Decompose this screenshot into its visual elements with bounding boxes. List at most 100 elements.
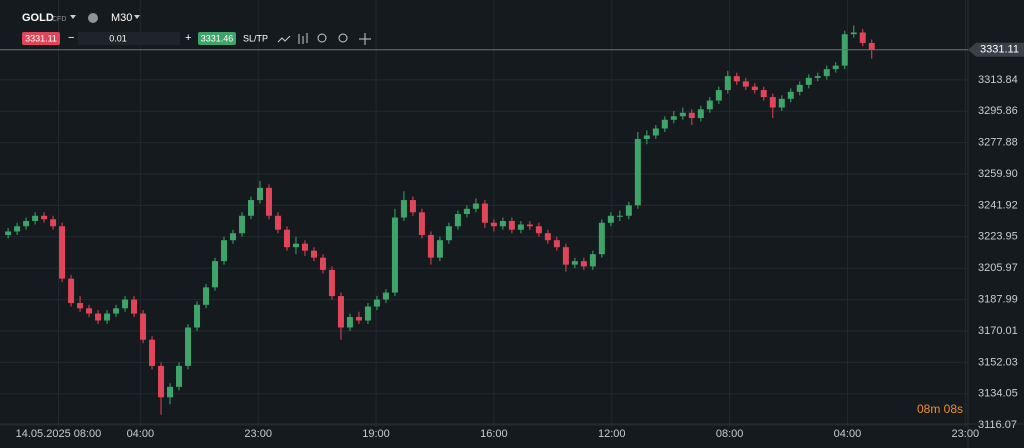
candle-body bbox=[122, 299, 129, 309]
candle-body bbox=[814, 76, 821, 78]
lot-decrease[interactable]: − bbox=[68, 32, 74, 44]
lot-input[interactable] bbox=[78, 32, 180, 45]
candle-body bbox=[859, 32, 866, 43]
candle-body bbox=[337, 296, 344, 328]
candle-body bbox=[292, 243, 299, 248]
x-tick-label: 23:00 bbox=[244, 428, 272, 440]
candle-body bbox=[598, 222, 605, 255]
candle-body bbox=[589, 254, 596, 267]
bid-price: 3331.11 bbox=[25, 33, 57, 43]
candle-body bbox=[212, 261, 219, 288]
candle-body bbox=[14, 226, 21, 232]
candle-body bbox=[490, 222, 497, 227]
y-tick-label: 3241.92 bbox=[978, 199, 1018, 211]
candle-body bbox=[203, 287, 210, 305]
candle-body bbox=[571, 261, 578, 265]
pan-tool[interactable] bbox=[359, 33, 371, 45]
candle-body bbox=[616, 215, 623, 217]
symbol-dropdown[interactable] bbox=[70, 15, 76, 19]
candle-body bbox=[185, 327, 192, 366]
zoom-out[interactable] bbox=[317, 33, 327, 43]
candle-body bbox=[778, 98, 785, 108]
info-icon[interactable] bbox=[88, 13, 98, 23]
candle-body bbox=[86, 308, 93, 314]
candle-body bbox=[508, 221, 515, 230]
lot-value: 0.01 bbox=[109, 33, 127, 43]
candle-body bbox=[823, 69, 830, 77]
line-tool[interactable] bbox=[277, 35, 291, 43]
candle-body bbox=[373, 299, 380, 307]
candle-body bbox=[364, 306, 371, 321]
candle-body bbox=[436, 240, 443, 258]
candle-body bbox=[553, 240, 560, 248]
candle-body bbox=[5, 231, 12, 235]
x-tick-label: 04:00 bbox=[834, 428, 862, 440]
candle-body bbox=[805, 77, 812, 85]
candle-body bbox=[32, 215, 39, 222]
ask-price: 3331.46 bbox=[201, 33, 234, 43]
candle-body bbox=[535, 226, 542, 234]
candle-body bbox=[751, 86, 758, 91]
y-tick-label: 3259.90 bbox=[978, 168, 1018, 180]
candle-body bbox=[625, 205, 632, 216]
candle-body bbox=[643, 135, 650, 139]
candle-body bbox=[140, 313, 147, 340]
candle-body bbox=[481, 203, 488, 223]
sell-button[interactable] bbox=[22, 32, 60, 45]
grid bbox=[0, 0, 968, 427]
candle-body bbox=[319, 257, 326, 270]
zoom-in[interactable] bbox=[338, 33, 348, 43]
sl-tp-button[interactable]: SL/TP bbox=[243, 33, 268, 43]
candle-body bbox=[607, 215, 614, 223]
timeframe[interactable]: M30 bbox=[111, 12, 132, 24]
candle-body bbox=[158, 365, 165, 398]
candle-body bbox=[149, 339, 156, 366]
candle-body bbox=[634, 138, 641, 206]
y-tick-label: 3223.95 bbox=[978, 231, 1018, 243]
candle-body bbox=[167, 386, 174, 398]
candle-body bbox=[517, 224, 524, 230]
candle-body bbox=[454, 214, 461, 227]
y-tick-label: 3277.88 bbox=[978, 137, 1018, 149]
candle-body bbox=[221, 240, 228, 262]
candle-body bbox=[50, 219, 57, 227]
candle-body bbox=[787, 91, 794, 99]
candle-body bbox=[409, 200, 416, 213]
y-tick-label: 3170.01 bbox=[978, 325, 1018, 337]
x-tick-label: 16:00 bbox=[480, 428, 508, 440]
candle-body bbox=[769, 97, 776, 108]
buy-button[interactable] bbox=[198, 32, 236, 45]
x-tick-label: 14.05.2025 08:00 bbox=[16, 428, 102, 440]
candle-body bbox=[400, 200, 407, 218]
candle-body bbox=[41, 215, 48, 220]
candle-body bbox=[265, 187, 272, 216]
candle-body bbox=[274, 215, 281, 230]
candle-body bbox=[742, 81, 749, 87]
candle-body bbox=[346, 317, 353, 328]
symbol[interactable]: GOLD bbox=[22, 12, 54, 24]
candle-body bbox=[544, 233, 551, 241]
candle-body bbox=[697, 109, 704, 119]
x-tick-label: 04:00 bbox=[127, 428, 155, 440]
candle-body bbox=[194, 304, 201, 328]
candle-body bbox=[562, 247, 569, 265]
candle-body bbox=[679, 112, 686, 117]
candle-body bbox=[256, 187, 263, 201]
candle-body bbox=[661, 119, 668, 129]
candle-body bbox=[652, 128, 659, 136]
lot-increase[interactable]: + bbox=[185, 32, 191, 44]
candle-body bbox=[850, 32, 857, 35]
countdown: 08m 08s bbox=[917, 402, 963, 416]
candle-body bbox=[382, 292, 389, 300]
candle-body bbox=[328, 269, 335, 297]
timeframe-dropdown[interactable] bbox=[134, 15, 140, 19]
y-tick-label: 3116.07 bbox=[978, 419, 1017, 431]
candle-body bbox=[796, 84, 803, 92]
candle-body bbox=[59, 226, 66, 279]
candle-tool[interactable] bbox=[298, 33, 308, 44]
y-tick-label: 3152.03 bbox=[978, 356, 1018, 368]
candle-body bbox=[706, 100, 713, 110]
y-tick-label: 3295.86 bbox=[978, 105, 1018, 117]
candle-body bbox=[104, 313, 111, 321]
candle-body bbox=[77, 303, 84, 309]
